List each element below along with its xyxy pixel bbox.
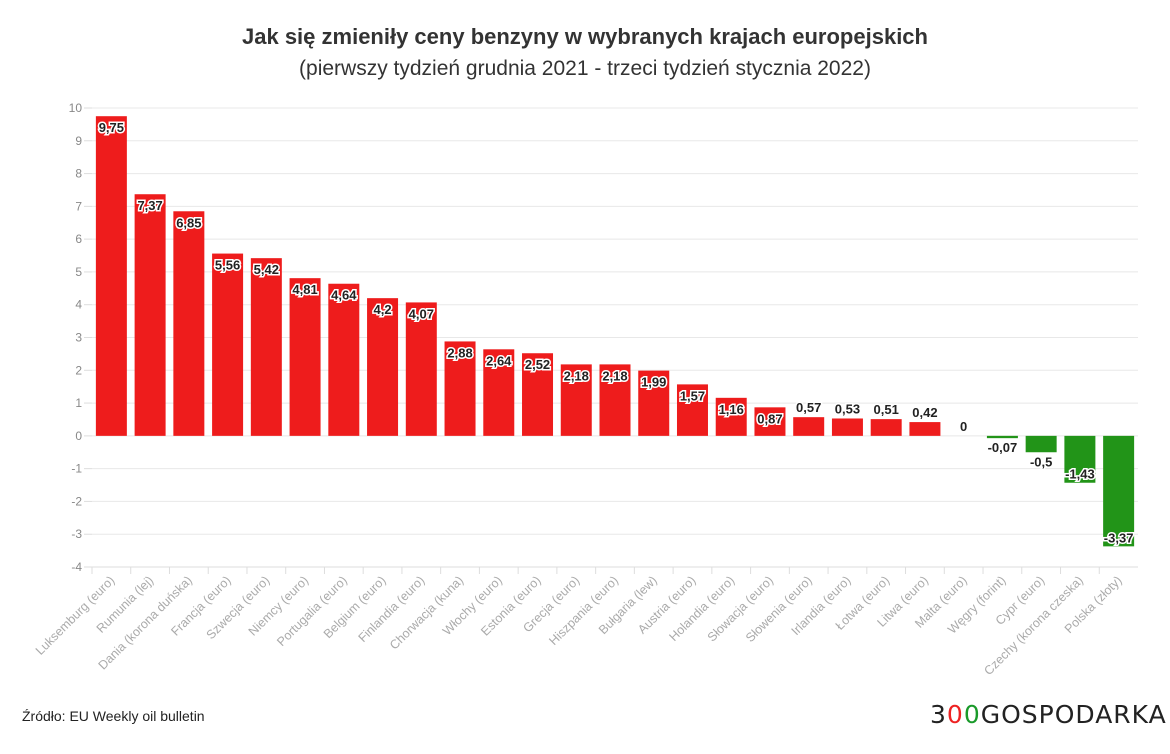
y-tick-label: 5 xyxy=(75,265,82,279)
y-tick-label: -1 xyxy=(71,462,82,476)
bar xyxy=(676,384,708,436)
bar xyxy=(793,417,825,436)
bar xyxy=(1103,435,1135,547)
data-label: 5,42 xyxy=(254,262,279,277)
bar xyxy=(212,253,244,436)
data-label: 1,99 xyxy=(641,375,666,390)
y-tick-label: 1 xyxy=(75,396,82,410)
bar xyxy=(831,418,863,436)
chart-title: Jak się zmieniły ceny benzyny w wybranyc… xyxy=(242,24,928,49)
data-label: -3,37 xyxy=(1104,530,1134,545)
bar xyxy=(1025,435,1057,453)
data-label: 1,57 xyxy=(680,388,705,403)
y-tick-label: 8 xyxy=(75,167,82,181)
data-label: 7,37 xyxy=(137,198,162,213)
y-tick-label: 4 xyxy=(75,298,82,312)
bar xyxy=(986,435,1018,439)
bar xyxy=(909,422,941,436)
bar xyxy=(173,211,205,436)
bar xyxy=(870,419,902,436)
data-label: 2,64 xyxy=(486,353,512,368)
data-label: 0 xyxy=(960,419,967,434)
x-category-label: Słowenia (euro) xyxy=(743,573,815,645)
y-tick-label: 3 xyxy=(75,331,82,345)
bar xyxy=(289,278,321,436)
y-tick-label: -4 xyxy=(71,560,82,574)
data-label: 2,18 xyxy=(564,368,589,383)
data-label: 0,57 xyxy=(796,400,821,415)
data-label: 0,42 xyxy=(912,405,937,420)
y-tick-label: 9 xyxy=(75,134,82,148)
data-label: -0,5 xyxy=(1030,454,1052,469)
y-tick-label: 7 xyxy=(75,199,82,213)
logo-part: GOSPODARKA xyxy=(980,700,1167,729)
x-category-label: Portugalia (euro) xyxy=(274,573,350,649)
data-label: 2,18 xyxy=(602,368,627,383)
bar xyxy=(405,302,437,436)
data-label: -1,43 xyxy=(1065,467,1095,482)
bar xyxy=(483,349,515,436)
data-label: 0,87 xyxy=(757,411,782,426)
y-tick-label: -2 xyxy=(71,494,82,508)
bar xyxy=(444,341,476,436)
bar xyxy=(328,283,360,436)
bar xyxy=(522,353,554,436)
bar xyxy=(715,397,747,436)
y-tick-label: 0 xyxy=(75,429,82,443)
data-label: 5,56 xyxy=(215,258,240,273)
data-label: 1,16 xyxy=(719,402,744,417)
bar xyxy=(560,364,592,436)
data-label: -0,07 xyxy=(988,440,1018,455)
logo-part: 3 xyxy=(930,700,947,729)
bar xyxy=(95,116,127,436)
y-tick-label: 6 xyxy=(75,232,82,246)
data-label: 4,64 xyxy=(331,288,357,303)
bar xyxy=(638,370,670,436)
bar xyxy=(367,298,399,436)
y-tick-label: -3 xyxy=(71,527,82,541)
chart-subtitle: (pierwszy tydzień grudnia 2021 - trzeci … xyxy=(299,57,871,80)
x-category-label: Finlandia (euro) xyxy=(356,573,428,645)
logo: 300GOSPODARKA xyxy=(930,700,1167,729)
data-label: 2,52 xyxy=(525,357,550,372)
source-note: Źródło: EU Weekly oil bulletin xyxy=(22,708,205,724)
bar xyxy=(754,407,786,436)
data-label: 6,85 xyxy=(176,215,201,230)
bar xyxy=(599,364,631,436)
data-label: 2,88 xyxy=(447,345,472,360)
x-category-label: Hiszpania (euro) xyxy=(546,573,621,648)
data-label: 4,81 xyxy=(292,282,317,297)
logo-part: 0 xyxy=(963,700,981,729)
data-label: 4,07 xyxy=(409,306,434,321)
data-label: 9,75 xyxy=(99,120,124,135)
data-label: 0,51 xyxy=(874,402,899,417)
data-label: 4,2 xyxy=(374,302,392,317)
logo-part: 0 xyxy=(946,700,964,729)
bar xyxy=(1064,435,1096,483)
data-label: 0,53 xyxy=(835,401,860,416)
bar xyxy=(250,258,282,436)
y-tick-label: 10 xyxy=(69,101,83,115)
y-tick-label: 2 xyxy=(75,363,82,377)
bar xyxy=(134,194,166,436)
